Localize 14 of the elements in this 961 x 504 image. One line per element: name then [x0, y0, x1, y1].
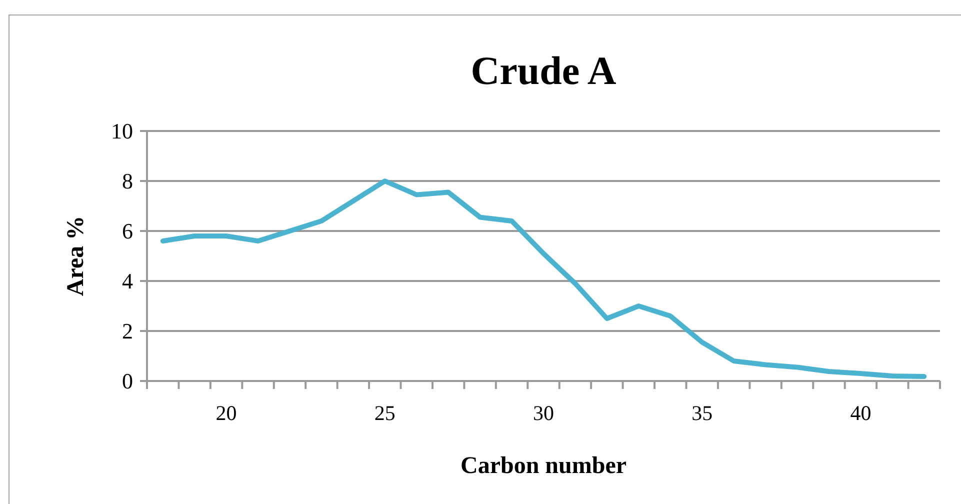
x-tick-label: 30 — [533, 401, 554, 425]
x-tick-label: 35 — [692, 401, 713, 425]
y-tick-label: 8 — [122, 168, 133, 194]
chart-title: Crude A — [470, 48, 616, 93]
y-tick-label: 4 — [122, 268, 133, 294]
y-tick-label: 0 — [122, 368, 133, 394]
y-axis-title: Area % — [63, 216, 89, 296]
x-tick-label: 40 — [850, 401, 872, 425]
y-tick-label: 2 — [122, 318, 133, 344]
x-tick-label: 25 — [374, 401, 396, 425]
x-tick-label: 20 — [216, 401, 237, 425]
y-tick-label: 6 — [122, 218, 133, 244]
x-axis-title: Carbon number — [460, 453, 627, 479]
y-tick-label: 10 — [111, 118, 133, 144]
